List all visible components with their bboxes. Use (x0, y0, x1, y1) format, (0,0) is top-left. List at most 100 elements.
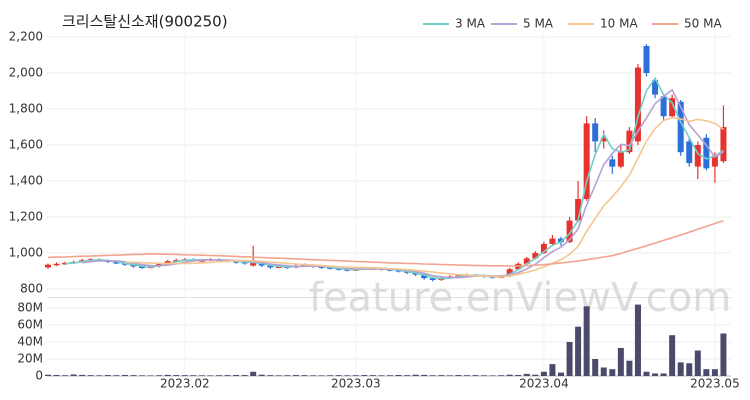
volume-bar (395, 374, 402, 376)
volume-bar (600, 367, 607, 376)
y-tick-label: 1,800 (9, 102, 43, 116)
candle-body (711, 155, 718, 167)
volume-bar (198, 375, 205, 376)
y-tick-label: 1,400 (9, 174, 43, 188)
candle-body (600, 137, 607, 142)
volume-bar (660, 373, 667, 376)
volume-bar (62, 375, 69, 376)
candle-body (506, 269, 513, 277)
volume-bar (387, 375, 393, 376)
volume-bar (575, 326, 582, 376)
volume-bar (352, 375, 359, 376)
volume-bar (233, 374, 240, 376)
volume-bar (96, 375, 103, 376)
x-tick-label: 2023.04 (519, 377, 569, 391)
legend-label: 10 MA (600, 17, 638, 31)
candle-body (660, 96, 667, 117)
candle-body (643, 46, 650, 73)
y-tick-label: 1,600 (9, 138, 43, 152)
volume-bar (617, 347, 624, 376)
x-tick-label: 2023.02 (160, 377, 210, 391)
volume-bar (267, 375, 274, 376)
volume-bar (438, 375, 445, 376)
volume-bar (310, 375, 317, 376)
volume-bar (207, 375, 214, 376)
candle-body (267, 265, 274, 268)
legend-label: 5 MA (523, 17, 554, 31)
chart-title: 크리스탈신소재(900250) (62, 13, 228, 31)
volume-bar (404, 375, 411, 376)
legend-label: 50 MA (684, 17, 722, 31)
volume-bar (113, 375, 120, 376)
candle-body (429, 278, 436, 280)
volume-bar (677, 362, 684, 376)
volume-bar (156, 375, 163, 376)
candle-body (130, 264, 137, 267)
y-tick-label: 2,200 (9, 30, 43, 44)
volume-bar (369, 375, 376, 376)
volume-bar (216, 375, 222, 376)
volume-bar (335, 375, 342, 376)
candle-body (566, 220, 573, 243)
y-tick-label: 2,000 (9, 66, 43, 80)
candle-body (694, 145, 701, 167)
candle-body (45, 264, 51, 268)
volume-bar (79, 374, 86, 376)
volume-bar (241, 375, 248, 376)
volume-bar (45, 374, 51, 376)
volume-bar (121, 374, 128, 376)
volume-bar (275, 375, 282, 376)
volume-bar (515, 374, 522, 376)
volume-bar (190, 375, 197, 376)
candle-body (626, 130, 633, 153)
candle-body (558, 238, 564, 243)
volume-bar (421, 374, 428, 376)
volume-bar (634, 304, 641, 376)
volume-bar (532, 374, 539, 376)
candle-body (318, 266, 325, 268)
candle-body (532, 253, 539, 259)
y-tick-label: 60M (17, 318, 43, 332)
volume-bar (498, 375, 505, 376)
volume-bar (549, 364, 556, 376)
candle-body (677, 101, 684, 153)
volume-bar (344, 375, 351, 376)
y-tick-label: 20M (17, 352, 43, 366)
x-tick-label: 2023.05 (690, 377, 740, 391)
volume-bar (250, 371, 257, 376)
volume-bar (592, 359, 599, 376)
legend-label: 3 MA (455, 17, 486, 31)
volume-bar (686, 363, 693, 376)
price-panel (47, 31, 731, 297)
volume-bar (446, 375, 453, 376)
volume-bar (711, 369, 718, 376)
volume-bar (472, 375, 479, 376)
volume-bar (652, 373, 659, 376)
volume-bar (412, 374, 419, 376)
ma-line (47, 219, 724, 267)
watermark: feature.enViewV.com (309, 275, 731, 321)
ma-line (124, 116, 724, 278)
y-tick-label: 0 (35, 369, 43, 383)
volume-bar (523, 373, 530, 376)
candle-body (669, 98, 676, 117)
y-tick-label: 40M (17, 335, 43, 349)
volume-bar (53, 374, 60, 376)
x-tick-label: 2023.03 (331, 377, 381, 391)
volume-bar (301, 375, 308, 376)
volume-bar (130, 375, 137, 376)
volume-bar (566, 342, 573, 376)
volume-bar (147, 375, 154, 376)
volume-bar (284, 375, 291, 376)
volume-bar (643, 371, 650, 376)
y-tick-label: 80M (17, 301, 43, 315)
candle-body (686, 141, 693, 163)
volume-bar (181, 375, 188, 376)
y-tick-label: 1,000 (9, 246, 43, 260)
volume-bar (164, 374, 171, 376)
volume-bar (292, 375, 299, 376)
candle-body (634, 67, 641, 142)
volume-bar (506, 374, 513, 376)
candle-body (540, 244, 547, 253)
